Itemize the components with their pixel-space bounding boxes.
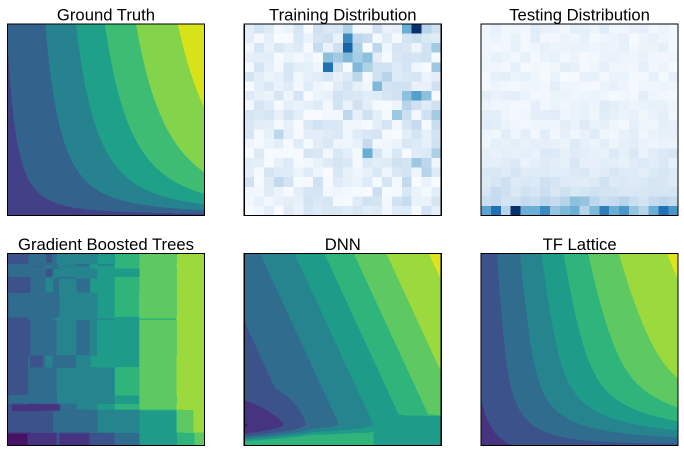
svg-text:Gradient Boosted Trees: Gradient Boosted Trees [18, 235, 194, 254]
svg-text:Training Distribution: Training Distribution [269, 6, 417, 25]
svg-text:DNN: DNN [325, 235, 361, 254]
svg-text:Ground Truth: Ground Truth [57, 6, 155, 25]
svg-text:TF Lattice: TF Lattice [543, 235, 617, 254]
svg-text:Testing Distribution: Testing Distribution [509, 6, 650, 25]
